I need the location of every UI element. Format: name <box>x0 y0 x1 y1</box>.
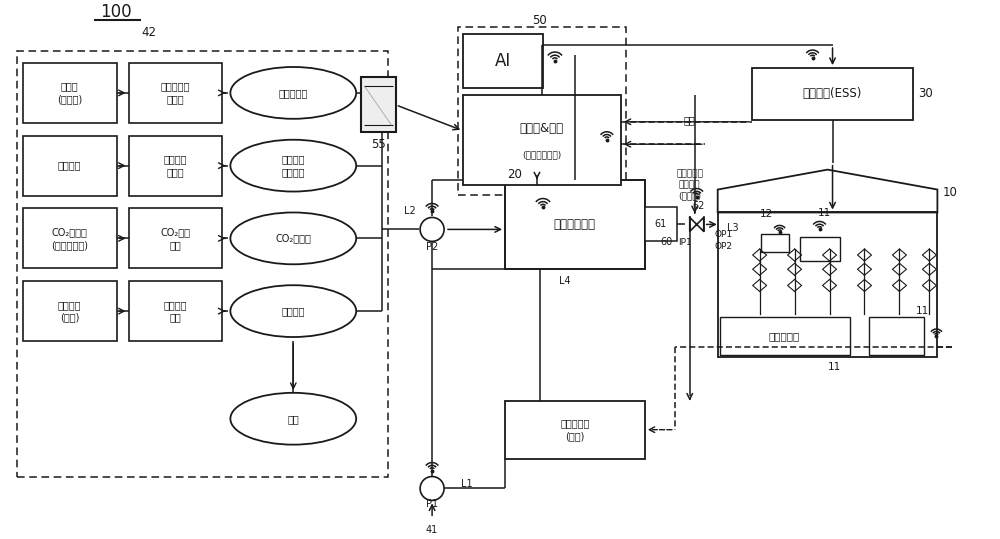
FancyBboxPatch shape <box>23 63 117 123</box>
Text: 大数据&监控: 大数据&监控 <box>520 122 564 135</box>
Text: 稀释农作物
生长原料
(养液等): 稀释农作物 生长原料 (养液等) <box>676 169 703 200</box>
FancyBboxPatch shape <box>458 27 626 195</box>
Text: 食物垃圾
处理厂: 食物垃圾 处理厂 <box>164 154 187 177</box>
FancyBboxPatch shape <box>23 136 117 196</box>
FancyBboxPatch shape <box>645 208 677 241</box>
Text: L1: L1 <box>461 479 473 488</box>
Text: 液肥生产
工厂: 液肥生产 工厂 <box>164 300 187 322</box>
FancyBboxPatch shape <box>23 209 117 268</box>
Text: 41: 41 <box>426 526 438 535</box>
Text: L4: L4 <box>559 276 571 286</box>
Text: 低浓度溶液
(淡水): 低浓度溶液 (淡水) <box>560 418 590 441</box>
FancyBboxPatch shape <box>720 317 850 355</box>
Circle shape <box>420 217 444 241</box>
Text: CO₂捕集
装置: CO₂捕集 装置 <box>160 227 190 250</box>
Ellipse shape <box>230 67 356 119</box>
Text: OP1: OP1 <box>715 230 733 239</box>
Text: 肥料: 肥料 <box>287 414 299 424</box>
Text: 50: 50 <box>533 13 547 26</box>
FancyBboxPatch shape <box>761 234 789 252</box>
Text: P2: P2 <box>426 243 438 252</box>
FancyBboxPatch shape <box>505 401 645 459</box>
Text: 100: 100 <box>100 3 131 21</box>
FancyBboxPatch shape <box>23 281 117 341</box>
Text: CO₂吸收液: CO₂吸收液 <box>275 233 311 244</box>
Text: (中央控制装置): (中央控制装置) <box>522 150 562 160</box>
Text: 55: 55 <box>371 137 386 151</box>
FancyBboxPatch shape <box>752 68 913 120</box>
Text: 60: 60 <box>661 237 673 247</box>
Text: 抗老化植物: 抗老化植物 <box>769 331 800 341</box>
Ellipse shape <box>230 212 356 264</box>
FancyBboxPatch shape <box>129 136 222 196</box>
Circle shape <box>420 476 444 500</box>
Text: 过滤液肥: 过滤液肥 <box>282 306 305 316</box>
FancyBboxPatch shape <box>129 281 222 341</box>
Text: 20: 20 <box>507 168 522 181</box>
FancyBboxPatch shape <box>17 51 388 476</box>
Text: 食物垃圾
酸发酵液: 食物垃圾 酸发酵液 <box>282 155 305 177</box>
Text: 电力: 电力 <box>684 115 696 125</box>
Text: 人粪尿
(化粪池): 人粪尿 (化粪池) <box>57 81 82 105</box>
Text: 62: 62 <box>693 202 705 211</box>
Text: 30: 30 <box>918 87 933 100</box>
Text: 11: 11 <box>828 362 841 372</box>
FancyBboxPatch shape <box>800 237 840 261</box>
Text: 家畜粪尿
(畜舍): 家畜粪尿 (畜舍) <box>58 300 81 322</box>
FancyBboxPatch shape <box>505 179 645 270</box>
Text: 盐差发电装置: 盐差发电装置 <box>554 218 596 231</box>
Text: AI: AI <box>495 52 511 70</box>
FancyBboxPatch shape <box>463 34 543 88</box>
Text: 10: 10 <box>942 186 957 199</box>
FancyBboxPatch shape <box>129 209 222 268</box>
Text: 61: 61 <box>655 219 667 230</box>
Text: 42: 42 <box>141 26 156 39</box>
Text: P1: P1 <box>426 500 438 509</box>
Text: 储能系统(ESS): 储能系统(ESS) <box>803 87 862 100</box>
Text: CO₂发生源
(火力发电站): CO₂发生源 (火力发电站) <box>51 227 88 250</box>
Text: IP1: IP1 <box>678 238 692 247</box>
Text: 过滤污废水: 过滤污废水 <box>279 88 308 98</box>
Text: 11: 11 <box>818 209 831 218</box>
FancyBboxPatch shape <box>718 212 937 357</box>
FancyBboxPatch shape <box>463 95 621 184</box>
Ellipse shape <box>230 393 356 445</box>
Text: 食物垃圾: 食物垃圾 <box>58 161 81 171</box>
FancyBboxPatch shape <box>129 63 222 123</box>
Ellipse shape <box>230 140 356 191</box>
Text: L2: L2 <box>404 206 416 217</box>
Text: 11: 11 <box>916 306 929 316</box>
Text: 污废水净化
处理厂: 污废水净化 处理厂 <box>161 81 190 105</box>
Text: L3: L3 <box>727 223 738 233</box>
FancyBboxPatch shape <box>869 317 924 355</box>
Ellipse shape <box>230 285 356 337</box>
FancyBboxPatch shape <box>361 78 396 132</box>
Text: 12: 12 <box>760 210 773 219</box>
Text: OP2: OP2 <box>715 242 733 251</box>
